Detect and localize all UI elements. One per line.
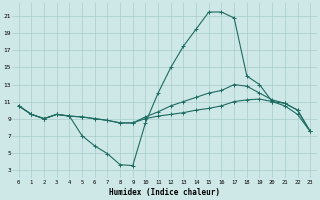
X-axis label: Humidex (Indice chaleur): Humidex (Indice chaleur): [109, 188, 220, 197]
